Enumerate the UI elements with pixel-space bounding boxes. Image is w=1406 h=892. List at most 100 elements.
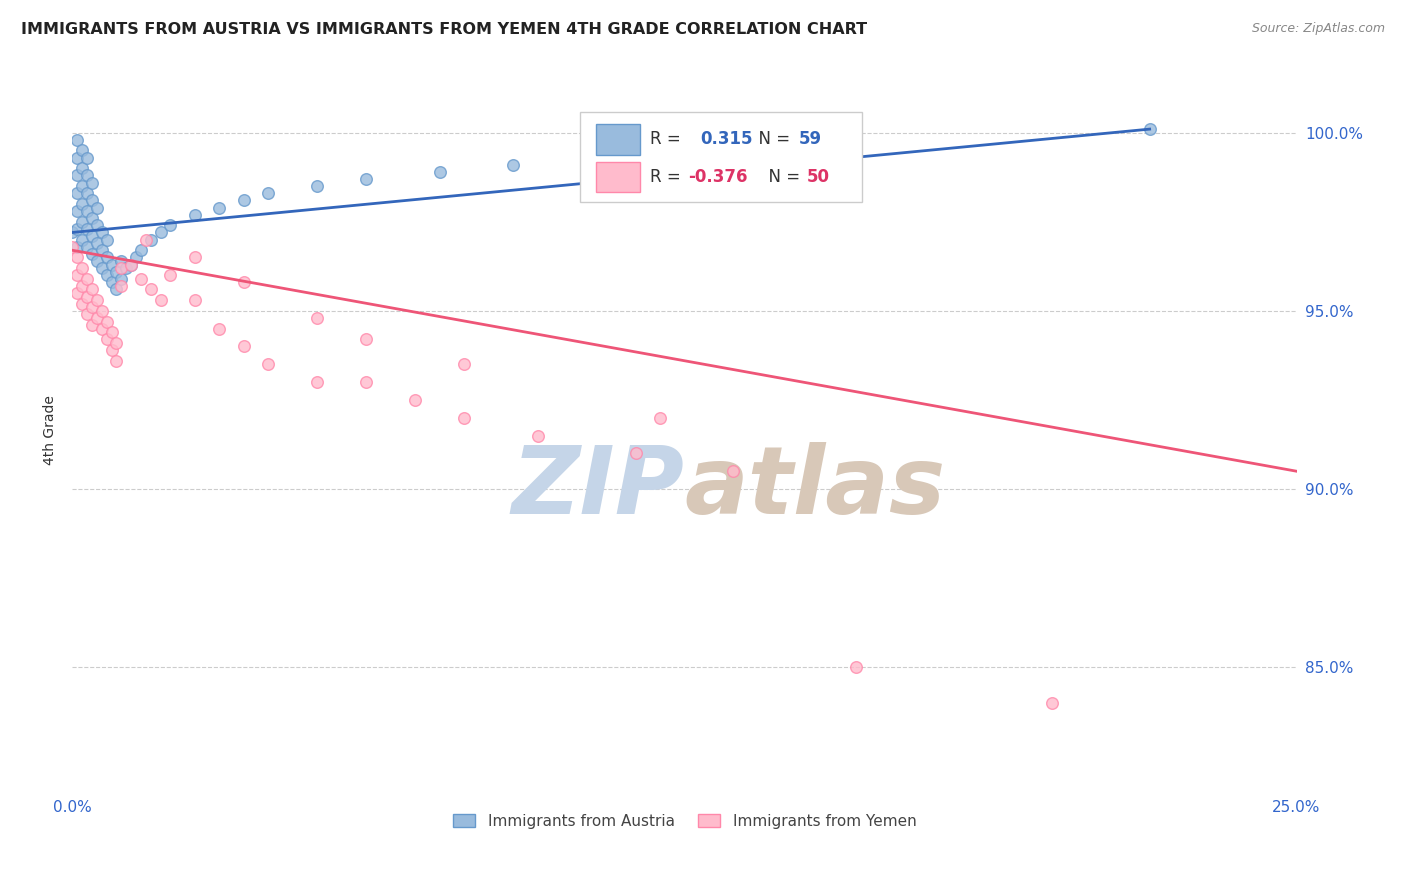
Point	[100, 325, 122, 339]
Point	[723, 464, 745, 478]
Point	[76, 222, 98, 236]
Point	[453, 410, 475, 425]
Text: -0.376: -0.376	[688, 168, 748, 186]
Point	[404, 392, 426, 407]
Point	[257, 186, 280, 201]
Point	[600, 151, 623, 165]
Point	[90, 261, 112, 276]
Point	[307, 375, 329, 389]
Point	[105, 335, 128, 350]
Point	[184, 251, 207, 265]
Point	[105, 283, 128, 297]
Point	[96, 332, 118, 346]
Point	[86, 293, 108, 308]
Point	[232, 276, 254, 290]
Point	[76, 307, 98, 321]
Point	[1139, 122, 1161, 136]
Point	[502, 158, 524, 172]
FancyBboxPatch shape	[581, 112, 862, 202]
Point	[453, 357, 475, 371]
Point	[96, 268, 118, 283]
Point	[66, 186, 89, 201]
Point	[120, 258, 142, 272]
Text: Source: ZipAtlas.com: Source: ZipAtlas.com	[1251, 22, 1385, 36]
Point	[66, 169, 89, 183]
Point	[80, 283, 103, 297]
Point	[70, 215, 93, 229]
Point	[208, 201, 231, 215]
Text: 50: 50	[807, 168, 830, 186]
Point	[105, 353, 128, 368]
Point	[100, 343, 122, 357]
Point	[110, 279, 132, 293]
Point	[90, 226, 112, 240]
Point	[159, 219, 181, 233]
Point	[80, 229, 103, 244]
Legend: Immigrants from Austria, Immigrants from Yemen: Immigrants from Austria, Immigrants from…	[446, 807, 922, 835]
Point	[110, 254, 132, 268]
Point	[845, 660, 868, 674]
Point	[70, 261, 93, 276]
Point	[70, 233, 93, 247]
Point	[60, 240, 83, 254]
Point	[139, 283, 162, 297]
Text: atlas: atlas	[685, 442, 946, 534]
Text: 0.315: 0.315	[700, 130, 752, 148]
Point	[76, 186, 98, 201]
Point	[1040, 696, 1063, 710]
Point	[139, 233, 162, 247]
FancyBboxPatch shape	[596, 124, 640, 154]
Point	[115, 261, 138, 276]
Point	[120, 258, 142, 272]
Point	[184, 208, 207, 222]
Point	[70, 144, 93, 158]
Point	[76, 240, 98, 254]
Text: N =: N =	[758, 168, 806, 186]
Point	[86, 219, 108, 233]
Text: R =: R =	[650, 168, 686, 186]
Point	[76, 290, 98, 304]
Point	[110, 261, 132, 276]
Point	[70, 279, 93, 293]
Point	[66, 151, 89, 165]
Point	[66, 268, 89, 283]
Text: N =: N =	[748, 130, 796, 148]
Point	[105, 265, 128, 279]
Point	[90, 321, 112, 335]
Point	[90, 303, 112, 318]
Point	[80, 211, 103, 226]
Point	[70, 179, 93, 194]
Point	[80, 300, 103, 314]
Point	[159, 268, 181, 283]
Text: ZIP: ZIP	[512, 442, 685, 534]
Point	[66, 204, 89, 219]
Point	[86, 236, 108, 251]
Text: 59: 59	[799, 130, 821, 148]
Point	[80, 247, 103, 261]
Point	[624, 446, 647, 460]
Point	[70, 197, 93, 211]
Point	[96, 233, 118, 247]
Point	[80, 176, 103, 190]
Point	[96, 314, 118, 328]
Point	[354, 172, 377, 186]
Point	[149, 226, 172, 240]
Point	[70, 297, 93, 311]
Point	[429, 165, 451, 179]
Point	[526, 428, 548, 442]
Point	[66, 286, 89, 301]
Point	[60, 226, 83, 240]
Point	[648, 410, 671, 425]
Point	[135, 233, 157, 247]
Point	[257, 357, 280, 371]
Point	[70, 161, 93, 176]
Text: R =: R =	[650, 130, 692, 148]
Point	[86, 201, 108, 215]
Point	[76, 151, 98, 165]
Point	[76, 272, 98, 286]
Point	[76, 204, 98, 219]
Point	[100, 276, 122, 290]
Point	[307, 310, 329, 325]
Point	[96, 251, 118, 265]
Point	[66, 222, 89, 236]
